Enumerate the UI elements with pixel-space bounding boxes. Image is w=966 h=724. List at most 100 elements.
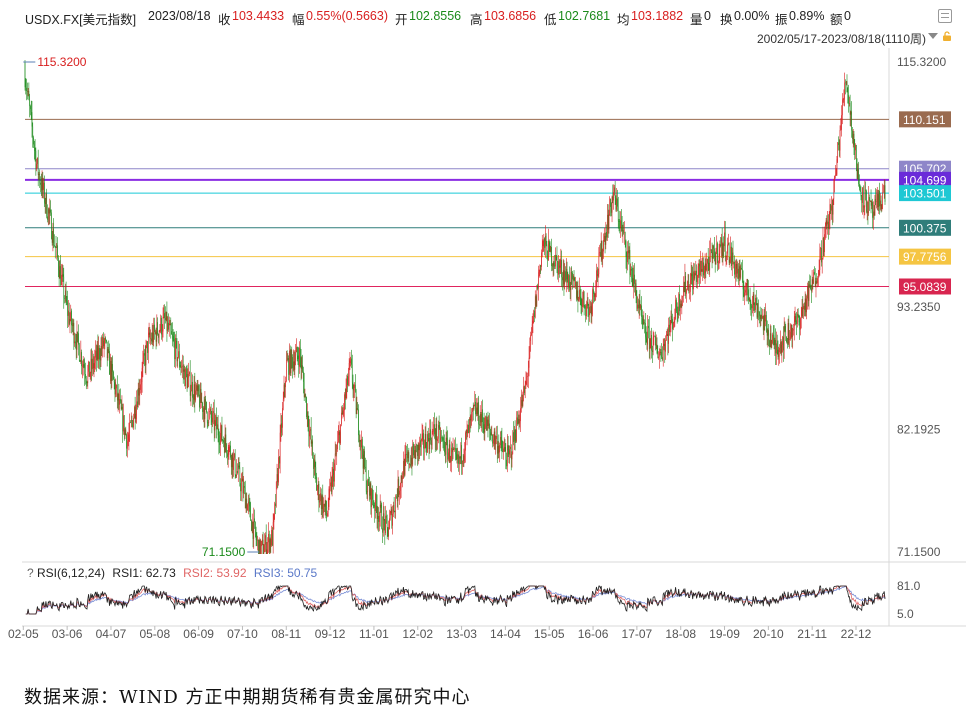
candle-body <box>819 249 821 271</box>
candle-body <box>598 252 600 275</box>
candle-body <box>365 466 366 468</box>
candle-body <box>105 337 106 340</box>
candle-body <box>686 289 687 294</box>
candle-body <box>226 444 227 454</box>
candle-body <box>667 334 669 344</box>
candle-body <box>565 271 566 281</box>
x-tick-label: 06-09 <box>183 627 214 641</box>
candle-body <box>776 343 778 350</box>
candle-body <box>659 352 661 353</box>
candle-body <box>839 130 841 151</box>
candle-body <box>853 133 855 145</box>
candle-body <box>326 512 327 517</box>
candle-body <box>188 373 189 378</box>
candle-body <box>246 498 248 511</box>
candle-body <box>806 298 807 313</box>
candle-body <box>684 276 686 293</box>
candle-body <box>464 450 466 456</box>
candle-body <box>192 397 194 400</box>
candle-body <box>879 190 880 207</box>
candle-body <box>379 515 380 522</box>
candle-body <box>227 453 228 457</box>
symbol-label[interactable]: USDX.FX[美元指数] <box>25 13 137 27</box>
date-range-selector[interactable]: 2002/05/17-2023/08/18(1110周) <box>756 32 926 46</box>
candle-body <box>416 444 417 446</box>
candle-body <box>92 358 94 369</box>
candle-body <box>113 379 115 383</box>
candle-body <box>365 467 367 492</box>
candle-body <box>585 307 586 317</box>
candle-body <box>378 515 379 522</box>
candle-body <box>588 305 590 316</box>
candle-body <box>462 460 464 462</box>
candle-body <box>709 250 711 271</box>
candle-body <box>751 305 752 309</box>
close-label: 收 <box>218 13 231 27</box>
candle-body <box>209 411 210 412</box>
candle-body <box>719 244 721 254</box>
candle-body <box>490 432 492 436</box>
candle-body <box>849 103 851 115</box>
candle-body <box>518 419 520 424</box>
candle-body <box>876 201 877 203</box>
candle-body <box>740 268 742 278</box>
candle-body <box>729 259 731 263</box>
candle-body <box>614 187 616 199</box>
candle-body <box>505 451 507 460</box>
candle-body <box>337 441 338 450</box>
lock-icon[interactable] <box>942 31 952 41</box>
settings-icon[interactable] <box>938 9 952 23</box>
candle-body <box>527 367 529 377</box>
candle-body <box>803 305 804 310</box>
candle-body <box>864 189 866 207</box>
candle-body <box>542 240 544 247</box>
candle-body <box>554 265 555 267</box>
candle-body <box>292 357 293 369</box>
candle-body <box>306 397 307 417</box>
candle-body <box>85 378 87 382</box>
candle-body <box>688 281 690 292</box>
high-value: 103.6856 <box>484 9 537 23</box>
chevron-down-icon[interactable] <box>928 33 938 39</box>
candle-body <box>133 417 134 428</box>
candle-body <box>341 412 343 415</box>
candle-body <box>227 454 229 457</box>
candle-body <box>661 352 662 358</box>
candle-body <box>813 272 814 284</box>
candle-body <box>482 421 484 425</box>
candle-body <box>144 353 145 356</box>
candle-body <box>78 333 79 345</box>
candle-body <box>472 408 473 412</box>
candle-body <box>496 436 498 454</box>
candle-body <box>762 315 764 331</box>
candle-body <box>274 503 276 515</box>
candle-body <box>82 364 84 367</box>
candle-body <box>603 235 605 240</box>
candle-body <box>242 478 244 494</box>
candle-body <box>295 352 296 362</box>
candle-body <box>257 539 258 541</box>
help-icon[interactable]: ? <box>27 566 38 580</box>
candle-body <box>545 235 547 245</box>
candle-body <box>189 372 190 374</box>
candle-body <box>617 206 619 222</box>
candle-body <box>89 361 90 377</box>
candle-body <box>750 301 752 306</box>
candle-body <box>814 272 815 275</box>
candle-body <box>212 412 213 423</box>
candle-body <box>678 294 680 315</box>
candle-body <box>248 501 249 505</box>
candle-body <box>634 283 636 284</box>
candle-body <box>27 90 29 92</box>
candle-body <box>707 258 709 263</box>
candle-body <box>316 476 317 491</box>
candle-body <box>208 411 210 424</box>
x-tick-label: 12-02 <box>402 627 433 641</box>
candle-body <box>337 435 339 442</box>
candle-body <box>769 333 771 347</box>
candle-body <box>310 429 312 444</box>
candle-body <box>520 399 522 409</box>
candle-body <box>439 427 441 444</box>
candle-body <box>650 334 652 339</box>
